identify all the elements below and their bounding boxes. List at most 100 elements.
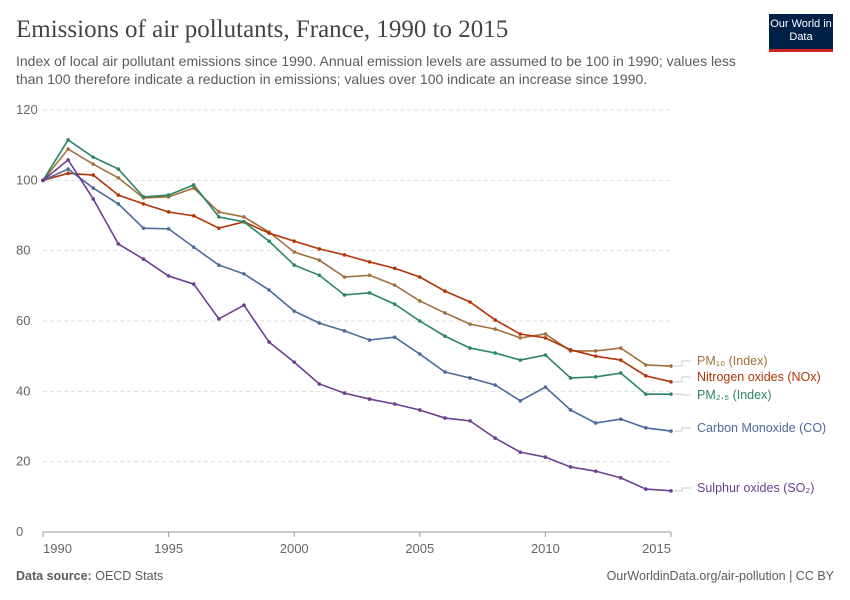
data-point bbox=[191, 245, 196, 249]
data-point bbox=[91, 186, 96, 190]
data-point bbox=[367, 273, 372, 278]
data-point bbox=[217, 215, 221, 219]
data-point bbox=[317, 258, 322, 262]
data-point bbox=[191, 214, 196, 218]
data-point bbox=[392, 335, 397, 339]
data-point bbox=[66, 171, 70, 176]
data-point bbox=[91, 162, 96, 166]
label-connector bbox=[674, 393, 691, 396]
x-tick-label: 2000 bbox=[280, 541, 309, 556]
data-point bbox=[242, 303, 246, 307]
data-point bbox=[217, 317, 221, 321]
y-tick-label: 40 bbox=[16, 383, 30, 398]
x-tick-label: 2010 bbox=[531, 541, 560, 556]
data-point bbox=[292, 250, 297, 254]
chart-subtitle: Index of local air pollutant emissions s… bbox=[16, 53, 736, 87]
data-point bbox=[317, 273, 322, 278]
data-point bbox=[418, 352, 422, 356]
data-point bbox=[116, 202, 121, 206]
series-line bbox=[42, 158, 672, 492]
y-tick-label: 120 bbox=[16, 102, 38, 117]
data-point bbox=[493, 383, 497, 387]
data-point bbox=[116, 176, 121, 180]
data-point bbox=[443, 334, 447, 338]
data-point bbox=[468, 346, 472, 350]
data-point bbox=[317, 382, 322, 386]
x-tick-label: 1995 bbox=[154, 541, 183, 556]
data-point bbox=[593, 469, 598, 473]
data-point bbox=[669, 489, 673, 493]
data-point bbox=[543, 332, 548, 336]
data-point bbox=[644, 392, 648, 396]
data-point bbox=[644, 487, 648, 491]
data-point bbox=[141, 257, 146, 261]
data-point bbox=[292, 360, 297, 364]
data-point bbox=[493, 318, 497, 322]
data-point bbox=[66, 167, 70, 171]
y-tick-label: 100 bbox=[16, 172, 38, 187]
data-point bbox=[367, 291, 372, 295]
source-label: Data source: bbox=[16, 569, 92, 583]
data-point bbox=[568, 348, 573, 352]
data-point bbox=[618, 417, 623, 421]
data-point bbox=[392, 266, 397, 271]
data-point bbox=[543, 455, 548, 459]
data-point bbox=[342, 253, 347, 257]
data-source: Data source: OECD Stats bbox=[16, 569, 163, 583]
data-point bbox=[669, 429, 673, 433]
data-point bbox=[518, 399, 523, 403]
series-line bbox=[42, 168, 672, 432]
data-point bbox=[568, 408, 573, 412]
data-point bbox=[342, 275, 347, 279]
data-point bbox=[116, 193, 121, 197]
data-point bbox=[91, 173, 96, 177]
data-point bbox=[593, 375, 598, 379]
label-connector bbox=[674, 360, 691, 367]
data-point bbox=[618, 371, 623, 375]
series-label: PM₁₀ (Index) bbox=[697, 354, 768, 368]
data-point bbox=[443, 289, 447, 293]
x-tick-label: 2015 bbox=[642, 541, 671, 556]
data-point bbox=[543, 353, 548, 357]
x-tick-label: 1990 bbox=[43, 541, 72, 556]
owid-logo[interactable]: Our World in Data bbox=[769, 14, 833, 52]
data-point bbox=[618, 476, 623, 480]
data-point bbox=[242, 220, 246, 224]
data-point bbox=[543, 385, 548, 389]
credit-link[interactable]: OurWorldinData.org/air-pollution | CC BY bbox=[606, 569, 834, 583]
series-label: Sulphur oxides (SO₂) bbox=[697, 481, 814, 495]
data-point bbox=[141, 202, 146, 206]
data-point bbox=[267, 340, 271, 344]
series-line bbox=[42, 172, 672, 383]
data-point bbox=[443, 370, 447, 374]
data-point bbox=[292, 239, 297, 243]
data-point bbox=[644, 363, 648, 367]
data-point bbox=[217, 210, 221, 214]
data-point bbox=[644, 426, 648, 430]
data-point bbox=[292, 263, 297, 267]
data-point bbox=[392, 302, 397, 306]
data-point bbox=[669, 392, 673, 396]
data-point bbox=[342, 293, 347, 297]
data-point bbox=[217, 226, 221, 230]
data-point bbox=[166, 210, 171, 214]
y-tick-label: 20 bbox=[16, 454, 30, 469]
data-point bbox=[66, 158, 70, 162]
data-point bbox=[468, 419, 472, 423]
data-point bbox=[292, 309, 297, 313]
series-label: Carbon Monoxide (CO) bbox=[697, 421, 826, 435]
data-point bbox=[593, 421, 598, 425]
data-point bbox=[191, 183, 196, 187]
y-tick-label: 80 bbox=[16, 243, 30, 258]
data-point bbox=[618, 346, 623, 350]
source-link[interactable]: OECD Stats bbox=[95, 569, 164, 583]
data-point bbox=[669, 380, 673, 384]
data-point bbox=[518, 332, 523, 336]
data-point bbox=[392, 402, 397, 406]
data-point bbox=[669, 364, 673, 368]
data-point bbox=[141, 195, 146, 199]
data-point bbox=[518, 450, 523, 454]
data-point bbox=[367, 338, 372, 342]
